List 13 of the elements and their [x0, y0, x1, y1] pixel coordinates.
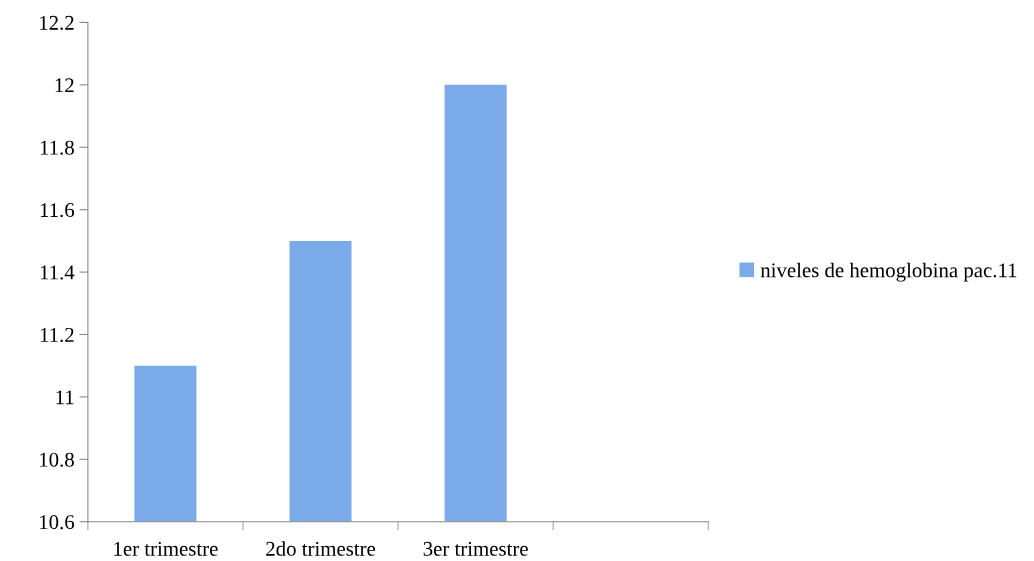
legend-label: niveles de hemoglobina pac.11: [760, 262, 1017, 282]
x-tick-label: 2do trimestre: [266, 541, 376, 556]
y-tick-label: 12: [55, 78, 74, 93]
x-tick-label: 3er trimestre: [423, 541, 528, 556]
y-tick-label: 10.8: [40, 452, 74, 467]
x-tick-label: 1er trimestre: [114, 541, 218, 556]
y-tick-label: 11.6: [40, 203, 75, 218]
y-tick-label: 11: [56, 390, 74, 405]
y-tick-label: 11.8: [40, 140, 74, 155]
y-tick-label: 11.2: [40, 327, 74, 343]
y-tick-label: 11.4: [40, 265, 75, 280]
y-tick-label: 10.6: [40, 515, 75, 530]
y-tick-label: 12.2: [40, 15, 74, 30]
